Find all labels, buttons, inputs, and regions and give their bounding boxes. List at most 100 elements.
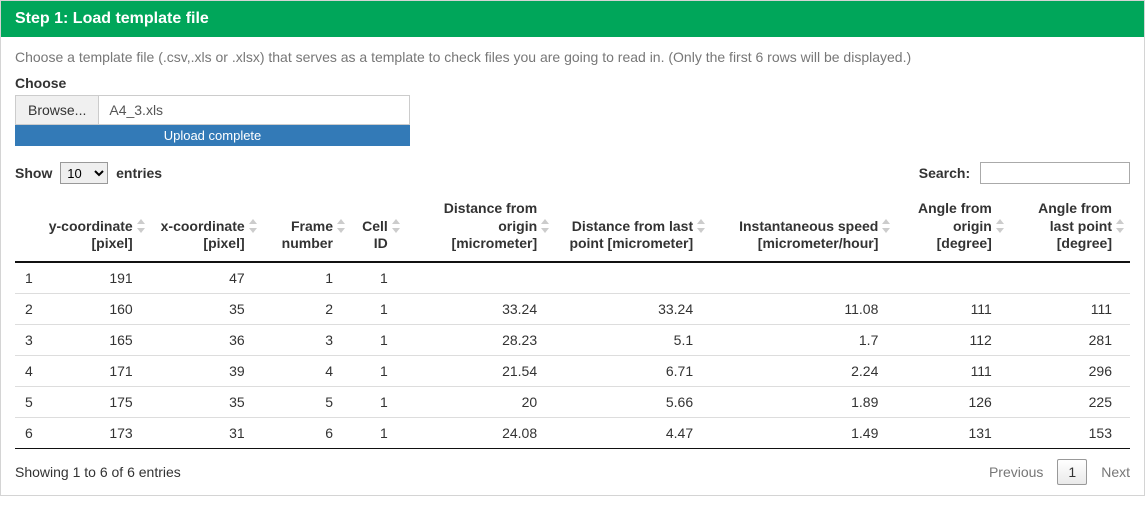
table-head: y-coordinate [pixel]x-coordinate [pixel]… [15,192,1130,262]
data-cell: 5 [263,386,351,417]
data-cell: 36 [151,324,263,355]
data-cell: 296 [1010,355,1130,386]
sort-icon [541,218,551,234]
row-index-cell: 1 [15,262,39,294]
data-cell [711,262,896,294]
length-suffix: entries [116,165,162,181]
data-cell: 1 [263,262,351,294]
data-cell: 4.47 [555,417,711,448]
data-cell [1010,262,1130,294]
length-label: Show 102550100 entries [15,165,162,181]
previous-button[interactable]: Previous [989,464,1043,480]
data-cell: 131 [896,417,1009,448]
panel-body: Choose a template file (.csv,.xls or .xl… [1,37,1144,495]
file-picker: Browse... A4_3.xls [15,95,410,125]
data-cell [896,262,1009,294]
search-label: Search: [919,165,1130,181]
sort-icon [697,218,707,234]
data-cell [406,262,555,294]
data-cell: 126 [896,386,1009,417]
search-control: Search: [919,162,1130,184]
column-header[interactable]: Angle from last point [degree] [1010,192,1130,262]
table-row: 51753551205.661.89126225 [15,386,1130,417]
table-body: 119147112160352133.2433.2411.08111111316… [15,262,1130,449]
table-row: 11914711 [15,262,1130,294]
column-header[interactable]: Distance from origin [micrometer] [406,192,555,262]
upload-progress-bar: Upload complete [15,125,410,146]
data-cell: 39 [151,355,263,386]
sort-icon [1116,218,1126,234]
data-cell: 5.1 [555,324,711,355]
file-row: Browse... A4_3.xls [15,95,410,125]
data-cell: 35 [151,293,263,324]
data-cell: 1 [351,386,406,417]
next-button[interactable]: Next [1101,464,1130,480]
row-index-cell: 6 [15,417,39,448]
row-index-cell: 3 [15,324,39,355]
data-cell: 20 [406,386,555,417]
pagination: Previous 1 Next [989,459,1130,485]
data-cell: 2 [263,293,351,324]
data-cell: 5.66 [555,386,711,417]
table-row: 3165363128.235.11.7112281 [15,324,1130,355]
selected-file-name: A4_3.xls [99,96,409,124]
column-header[interactable]: Frame number [263,192,351,262]
search-input[interactable] [980,162,1130,184]
data-cell: 175 [39,386,151,417]
column-header[interactable]: Angle from origin [degree] [896,192,1009,262]
data-cell: 112 [896,324,1009,355]
data-cell: 225 [1010,386,1130,417]
row-index-cell: 4 [15,355,39,386]
data-cell: 1 [351,417,406,448]
data-cell: 160 [39,293,151,324]
length-prefix: Show [15,165,52,181]
data-cell: 1 [351,262,406,294]
column-header[interactable]: Distance from last point [micrometer] [555,192,711,262]
browse-button[interactable]: Browse... [16,96,99,124]
data-cell: 1 [351,355,406,386]
table-info: Showing 1 to 6 of 6 entries [15,464,181,480]
data-cell: 24.08 [406,417,555,448]
data-cell: 3 [263,324,351,355]
choose-label: Choose [15,75,1130,91]
length-control: Show 102550100 entries [15,162,162,184]
data-cell: 33.24 [555,293,711,324]
page-number-1[interactable]: 1 [1057,459,1087,485]
row-index-cell: 5 [15,386,39,417]
datatable-bottom: Showing 1 to 6 of 6 entries Previous 1 N… [15,459,1130,485]
step1-panel: Step 1: Load template file Choose a temp… [0,0,1145,496]
row-index-header [15,192,39,262]
data-cell: 1.89 [711,386,896,417]
table-row: 6173316124.084.471.49131153 [15,417,1130,448]
data-cell: 173 [39,417,151,448]
data-cell: 111 [896,293,1009,324]
data-cell: 171 [39,355,151,386]
sort-icon [392,218,402,234]
panel-title: Step 1: Load template file [1,1,1144,37]
table-head-row: y-coordinate [pixel]x-coordinate [pixel]… [15,192,1130,262]
column-header[interactable]: x-coordinate [pixel] [151,192,263,262]
sort-icon [337,218,347,234]
column-header[interactable]: Cell ID [351,192,406,262]
data-cell: 111 [896,355,1009,386]
search-label-text: Search: [919,165,970,181]
data-cell: 165 [39,324,151,355]
sort-icon [137,218,147,234]
data-cell: 1 [351,324,406,355]
data-cell: 35 [151,386,263,417]
datatable-top: Show 102550100 entries Search: [15,162,1130,184]
data-cell: 191 [39,262,151,294]
column-header[interactable]: Instantaneous speed [micrometer/hour] [711,192,896,262]
data-cell: 11.08 [711,293,896,324]
data-cell: 111 [1010,293,1130,324]
data-table: y-coordinate [pixel]x-coordinate [pixel]… [15,192,1130,449]
column-header[interactable]: y-coordinate [pixel] [39,192,151,262]
data-cell: 21.54 [406,355,555,386]
intro-text: Choose a template file (.csv,.xls or .xl… [15,49,1130,65]
data-cell: 47 [151,262,263,294]
table-row: 2160352133.2433.2411.08111111 [15,293,1130,324]
table-row: 4171394121.546.712.24111296 [15,355,1130,386]
data-cell: 1.49 [711,417,896,448]
length-select[interactable]: 102550100 [60,162,108,184]
data-cell [555,262,711,294]
